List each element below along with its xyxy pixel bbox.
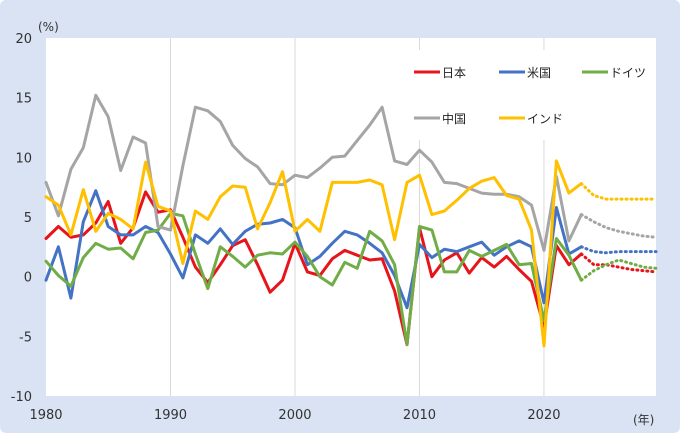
y-tick-label: 10 <box>15 151 32 166</box>
y-tick-label: 20 <box>15 32 32 47</box>
legend-label-3: 中国 <box>442 111 466 126</box>
series-line-4 <box>44 159 583 348</box>
series-lines <box>44 93 658 348</box>
legend-label-0: 日本 <box>442 66 466 80</box>
x-unit-label: (年) <box>633 413 654 427</box>
series-forecast-line-0 <box>579 252 658 274</box>
x-tick-label: 2010 <box>403 408 436 423</box>
legend-box <box>402 50 652 140</box>
y-tick-label: 15 <box>15 92 32 107</box>
x-tick-label: 1990 <box>154 408 187 423</box>
legend-label-4: インド <box>527 112 563 126</box>
series-line-2 <box>44 211 583 347</box>
series-line-3 <box>44 93 583 252</box>
legend-label-2: ドイツ <box>610 66 646 80</box>
x-tick-label: 2020 <box>527 408 560 423</box>
y-unit-label: (%) <box>38 20 59 34</box>
y-tick-label: 5 <box>24 211 32 226</box>
series-forecast-line-4 <box>579 182 658 201</box>
x-tick-label: 2000 <box>278 408 311 423</box>
y-axis: 20 15 10 5 0 -5 -10 <box>11 32 32 405</box>
y-tick-label: -5 <box>19 330 32 345</box>
x-axis: 1980 1990 2000 2010 2020 <box>29 408 560 423</box>
series-forecast-line-3 <box>579 213 658 239</box>
y-tick-label: 0 <box>24 271 32 286</box>
x-tick-label: 1980 <box>29 408 62 423</box>
series-forecast-line-2 <box>579 258 658 282</box>
y-tick-label: -10 <box>11 390 32 405</box>
legend-label-1: 米国 <box>527 66 551 80</box>
